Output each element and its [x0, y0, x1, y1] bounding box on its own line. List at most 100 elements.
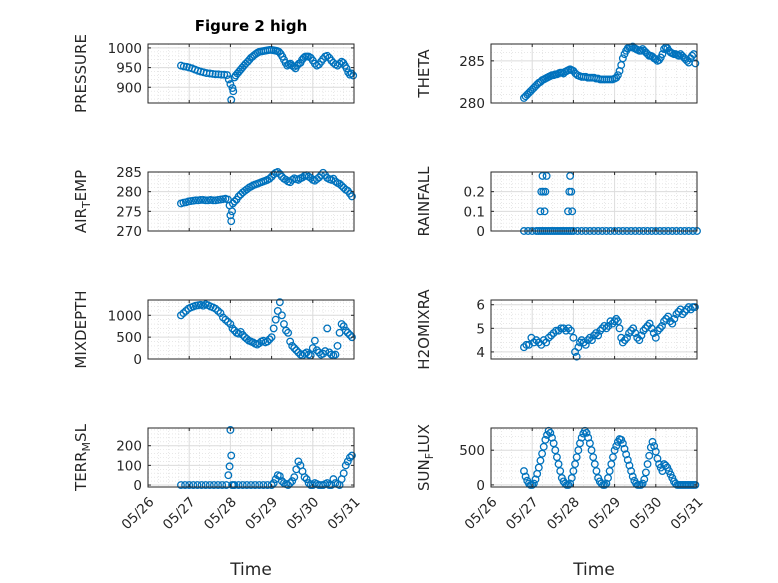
h2omixra-data-point	[600, 322, 609, 330]
rainfall-data-point	[536, 207, 545, 216]
terr-msl-data-point	[255, 481, 264, 489]
panel-mixdepth: 0 500 1000 MIXDEPTH	[72, 290, 356, 369]
h2omixra-data-point	[639, 326, 648, 335]
sun-flux-data-point	[534, 463, 543, 472]
sun-flux-ytick-label: 500	[459, 443, 485, 459]
h2omixra-data-point	[678, 310, 687, 319]
rainfall-plot-area	[491, 172, 697, 231]
h2omixra-data-point	[522, 340, 531, 349]
h2omixra-data-point	[645, 319, 654, 328]
rainfall-data-point	[566, 171, 575, 180]
sun-flux-data-point	[552, 453, 561, 462]
terr-msl-series	[177, 426, 356, 489]
sun-flux-data-point	[576, 439, 584, 448]
sun-flux-data-point	[648, 437, 657, 446]
mixdepth-ylabel: MIXDEPTH	[72, 290, 90, 368]
mixdepth-data-point	[226, 320, 235, 328]
mixdepth-ytick-label: 500	[116, 330, 142, 346]
pressure-data-point	[179, 62, 188, 71]
pressure-ylabel: PRESSURE	[72, 34, 90, 113]
air-temp-data-point	[209, 196, 218, 205]
sun-flux-data-point	[549, 439, 558, 448]
terr-msl-xtick-label: 05/31	[325, 494, 364, 533]
pressure-data-point	[205, 69, 214, 78]
theta-data-point	[613, 71, 622, 80]
terr-msl-data-point	[343, 457, 352, 466]
air-temp-data-point	[335, 179, 344, 188]
h2omixra-data-point	[662, 314, 671, 323]
pressure-ytick-label: 1000	[108, 41, 142, 57]
pressure-data-point	[217, 70, 226, 79]
rainfall-data-point	[568, 207, 577, 216]
sun-flux-data-point	[539, 442, 548, 451]
terr-msl-ytick-label: 200	[116, 439, 142, 455]
theta-ytick-label: 285	[459, 54, 485, 70]
air-temp-data-point	[227, 217, 236, 226]
air-temp-ylabel: AIRTEMP	[72, 170, 93, 233]
terr-msl-ytick-label: 0	[133, 478, 142, 494]
air-temp-axes-box	[147, 171, 355, 232]
air-temp-data-point	[286, 178, 295, 187]
panel-sun-flux: 0 500 05/26 05/27 05/28 05/29 05/30 05/31 SUNFLU…	[415, 424, 707, 533]
rainfall-ylabel: RAINFALL	[415, 166, 433, 237]
terr-msl-data-point	[227, 451, 236, 460]
h2omixra-data-point	[618, 338, 627, 347]
pressure-data-point	[347, 69, 356, 78]
mixdepth-data-point	[214, 306, 222, 315]
rainfall-data-point	[540, 207, 549, 216]
terr-msl-data-point	[247, 481, 255, 489]
rainfall-ytick-label: 0	[476, 224, 485, 240]
panel-rainfall: 0 0.1 0.2 RAINFALL	[415, 166, 701, 240]
rainfall-data-point	[567, 187, 576, 196]
sun-flux-data-point	[605, 467, 614, 475]
theta-data-point	[651, 55, 660, 64]
panel-terr-msl: 0 100 200 05/26 05/27 05/28 05/29 05/30 05/31 TER…	[72, 423, 364, 533]
air-temp-data-point	[337, 181, 346, 190]
h2omixra-data-point	[686, 305, 695, 314]
terr-msl-data-point	[286, 479, 295, 488]
sun-flux-data-point	[574, 446, 583, 455]
h2omixra-axes-box	[490, 299, 698, 360]
air-temp-data-point	[230, 197, 239, 206]
h2omixra-data-point	[615, 324, 624, 333]
mixdepth-data-point	[321, 347, 330, 356]
h2omixra-ytick-label: 6	[476, 298, 485, 314]
h2omixra-data-point	[592, 329, 601, 337]
mixdepth-data-point	[267, 333, 276, 342]
sun-flux-xtick-label: 05/28	[544, 494, 583, 533]
terr-msl-data-point	[205, 481, 214, 489]
terr-msl-xtick-label: 05/29	[242, 494, 281, 533]
terr-msl-data-point	[209, 481, 218, 489]
pressure-data-point	[228, 84, 237, 93]
sun-flux-data-point	[531, 475, 540, 484]
sun-flux-data-point	[538, 449, 547, 458]
terr-msl-data-point	[226, 426, 235, 434]
sun-flux-xtick-label: 05/31	[668, 494, 707, 533]
h2omixra-data-point	[649, 329, 658, 337]
terr-msl-xtick-label: 05/28	[201, 494, 240, 533]
terr-msl-data-point	[341, 461, 350, 470]
terr-msl-data-point	[300, 473, 309, 482]
mixdepth-data-point	[177, 311, 185, 320]
terr-msl-ylabel: TERRMSL	[72, 423, 93, 492]
mixdepth-data-point	[341, 326, 350, 335]
terr-msl-data-point	[275, 472, 284, 481]
sun-flux-data-point	[592, 467, 601, 475]
air-temp-ytick-label: 275	[116, 204, 142, 220]
rainfall-axes-box	[490, 171, 698, 232]
sun-flux-data-point	[637, 480, 645, 489]
mixdepth-data-point	[282, 326, 290, 335]
sun-flux-data-point	[587, 446, 596, 455]
terr-msl-data-point	[269, 479, 278, 488]
x-axis-label-left: Time	[229, 560, 272, 580]
sun-flux-ylabel-subscript: F	[423, 453, 436, 459]
air-temp-ytick-label: 280	[116, 185, 142, 201]
terr-msl-data-point	[339, 469, 348, 478]
terr-msl-data-point	[288, 477, 297, 486]
mixdepth-data-point	[219, 313, 227, 322]
h2omixra-data-point	[529, 338, 538, 347]
sun-flux-data-point	[582, 428, 591, 437]
mixdepth-data-point	[345, 331, 354, 339]
sun-flux-data-point	[612, 442, 621, 450]
theta-axes-box	[490, 43, 698, 104]
